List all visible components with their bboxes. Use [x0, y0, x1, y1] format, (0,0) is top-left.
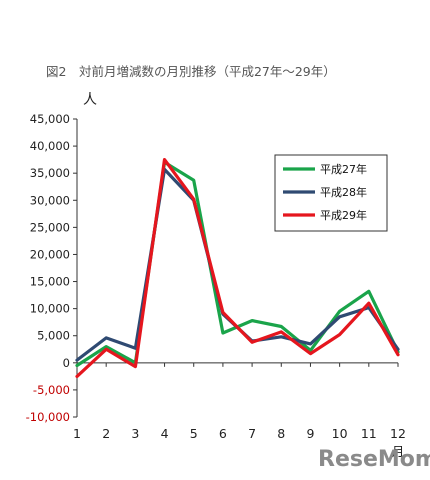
data-point — [105, 348, 107, 351]
data-point — [309, 352, 312, 355]
data-point — [222, 332, 224, 334]
data-point — [251, 319, 253, 322]
y-tick-label: 15,000 — [30, 275, 70, 289]
legend-label: 平成29年 — [320, 208, 367, 222]
x-tick-label: 8 — [277, 426, 285, 441]
data-point — [222, 311, 224, 314]
y-tick-label: 0 — [63, 356, 70, 370]
y-tick-label: 10,000 — [30, 302, 70, 316]
legend-label: 平成28年 — [320, 185, 367, 199]
y-axis: 45,000 40,000 35,000 30,000 25,000 20,000 15,0… — [26, 112, 78, 424]
x-tick-label: 2 — [102, 426, 110, 441]
x-tick-label: 3 — [131, 426, 139, 441]
legend-label: 平成27年 — [320, 162, 367, 176]
x-tick-label: 12 — [390, 426, 406, 441]
data-point — [280, 336, 283, 338]
data-point — [368, 302, 370, 305]
data-point — [192, 198, 195, 200]
y-axis-unit: 人 — [83, 92, 97, 108]
data-point — [280, 331, 283, 333]
data-point — [338, 315, 341, 318]
x-axis-label: 月 — [392, 444, 405, 459]
x-tick-label: 6 — [219, 426, 227, 441]
y-tick-label: 25,000 — [30, 220, 70, 234]
data-point — [368, 290, 370, 293]
y-tick-label: 5,000 — [37, 329, 70, 343]
x-tick-label: 11 — [361, 426, 377, 441]
data-point — [397, 348, 399, 351]
y-tick-label: -10,000 — [26, 410, 70, 424]
series-lines — [75, 158, 400, 378]
data-point — [280, 325, 283, 328]
y-tick-label: 45,000 — [30, 112, 70, 126]
x-tick-label: 1 — [73, 426, 81, 441]
data-point — [309, 343, 312, 345]
y-tick-label: 20,000 — [30, 247, 70, 261]
series-line-3 — [75, 158, 400, 378]
y-tick-label: 35,000 — [30, 166, 70, 180]
data-point — [76, 375, 78, 378]
x-tick-label: 9 — [306, 426, 314, 441]
watermark: ReseMom — [318, 447, 430, 472]
x-axis: 1 2 3 4 5 6 7 8 9 10 11 12月 — [73, 362, 406, 459]
data-point — [134, 365, 137, 368]
data-point — [309, 349, 312, 352]
data-point — [397, 353, 399, 356]
data-point — [105, 337, 107, 339]
data-point — [338, 333, 341, 336]
data-point — [192, 179, 195, 182]
data-point — [134, 347, 137, 349]
y-tick-label: -5,000 — [33, 383, 70, 397]
data-point — [76, 359, 78, 361]
data-point — [105, 345, 107, 348]
data-point — [251, 341, 253, 344]
data-point — [163, 158, 166, 161]
x-tick-label: 10 — [332, 426, 348, 441]
x-tick-label: 5 — [190, 426, 198, 441]
data-point — [76, 364, 78, 367]
data-point — [338, 310, 341, 313]
x-tick-label: 7 — [248, 426, 256, 441]
y-tick-label: 40,000 — [30, 139, 70, 153]
y-tick-label: 30,000 — [30, 193, 70, 207]
chart-title: 図2 対前月増減数の月別推移（平成27年～29年） — [46, 64, 336, 79]
x-tick-label: 4 — [161, 426, 169, 441]
